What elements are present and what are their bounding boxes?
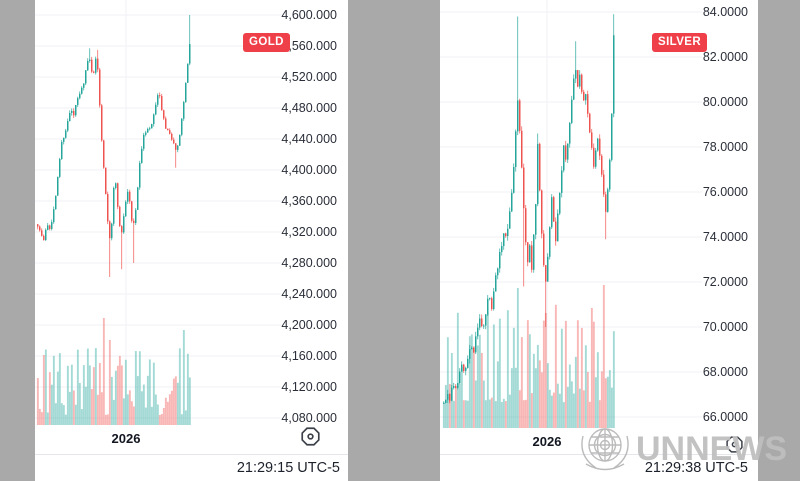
settings-gear-icon — [300, 427, 320, 446]
silver-timestamp: 21:29:38 UTC-5 — [644, 460, 748, 476]
silver-year-label: 2026 — [532, 434, 562, 449]
price-tick-label: 70.0000 — [702, 319, 748, 334]
price-tick-label: 4,440.000 — [281, 131, 337, 146]
gold-year-label: 2026 — [111, 431, 141, 446]
price-tick-label: 4,520.000 — [281, 69, 337, 84]
price-tick-label: 74.0000 — [702, 229, 748, 244]
price-tick-label: 4,320.000 — [281, 224, 337, 239]
price-tick-label: 4,240.000 — [281, 286, 337, 301]
price-tick-label: 4,560.000 — [281, 38, 337, 53]
price-tick-label: 4,600.000 — [281, 7, 337, 22]
gold-price-axis[interactable]: 4,600.000 4,560.000 4,520.000 4,480.000 4,44… — [35, 0, 348, 481]
gold-candlestick-chart[interactable] — [35, 0, 348, 454]
price-tick-label: 4,360.000 — [281, 193, 337, 208]
silver-time-axis[interactable]: 2026 — [440, 428, 758, 457]
silver-chart-settings-button[interactable] — [723, 435, 745, 457]
silver-status-bar: 21:29:38 UTC-5 — [440, 454, 758, 481]
price-tick-label: 80.0000 — [702, 94, 748, 109]
gold-timestamp: 21:29:15 UTC-5 — [236, 460, 340, 476]
price-tick-label: 84.0000 — [702, 4, 748, 19]
price-tick-label: 4,280.000 — [281, 255, 337, 270]
price-tick-label: 82.0000 — [702, 49, 748, 64]
price-tick-label: 4,400.000 — [281, 162, 337, 177]
price-tick-label: 78.0000 — [702, 139, 748, 154]
silver-candlestick-chart[interactable] — [440, 0, 758, 454]
gold-symbol-badge: GOLD — [243, 33, 290, 52]
price-tick-label: 4,080.000 — [281, 410, 337, 425]
price-tick-label: 76.0000 — [702, 184, 748, 199]
silver-price-axis[interactable]: 84.0000 82.0000 80.0000 78.0000 76.0000 74.00… — [440, 0, 758, 481]
silver-symbol-badge: SILVER — [652, 33, 708, 52]
gold-time-axis[interactable]: 2026 — [35, 425, 348, 454]
gold-chart-settings-button[interactable] — [299, 427, 321, 449]
gold-chart-panel: 4,600.000 4,560.000 4,520.000 4,480.000 4,44… — [35, 0, 348, 481]
price-tick-label: 4,480.000 — [281, 100, 337, 115]
price-tick-label: 66.0000 — [702, 409, 748, 424]
silver-chart-panel: 84.0000 82.0000 80.0000 78.0000 76.0000 74.00… — [440, 0, 758, 481]
price-tick-label: 68.0000 — [702, 364, 748, 379]
price-tick-label: 72.0000 — [702, 274, 748, 289]
price-tick-label: 4,200.000 — [281, 317, 337, 332]
settings-gear-icon — [725, 436, 743, 453]
gold-status-bar: 21:29:15 UTC-5 — [35, 454, 348, 481]
price-tick-label: 4,120.000 — [281, 379, 337, 394]
price-tick-label: 4,160.000 — [281, 348, 337, 363]
